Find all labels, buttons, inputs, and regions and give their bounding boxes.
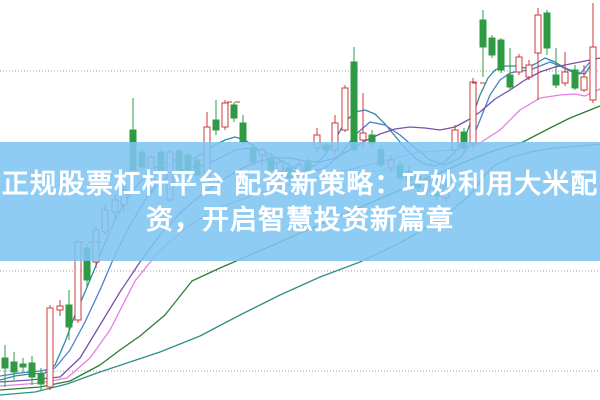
candle-body bbox=[506, 74, 514, 88]
candle-body bbox=[580, 76, 588, 91]
candle-body bbox=[230, 104, 238, 119]
candle-body bbox=[488, 37, 496, 56]
headline-line-2: 资，开启智慧投资新篇章 bbox=[146, 204, 454, 235]
candle-body bbox=[589, 46, 597, 101]
candle-body bbox=[469, 81, 477, 144]
candle-body bbox=[479, 19, 487, 48]
candle-body bbox=[46, 307, 54, 388]
candle-body bbox=[65, 304, 73, 328]
candle-body bbox=[359, 132, 367, 141]
candle-body bbox=[515, 56, 523, 73]
candle-body bbox=[534, 14, 542, 54]
candle-body bbox=[221, 102, 229, 128]
candle-body bbox=[350, 61, 358, 151]
candle-body bbox=[543, 12, 551, 49]
candle-body bbox=[19, 363, 27, 368]
candle-body bbox=[28, 362, 36, 378]
candle-body bbox=[37, 373, 45, 385]
candle-body bbox=[10, 361, 18, 373]
candle-body bbox=[56, 305, 64, 311]
candle-body bbox=[212, 119, 220, 131]
candle-body bbox=[561, 71, 569, 84]
candle-body bbox=[552, 74, 560, 86]
candle-body bbox=[341, 87, 349, 131]
candle-body bbox=[1, 357, 9, 369]
candle-body bbox=[571, 69, 579, 89]
candle-body bbox=[239, 122, 247, 143]
headline-line-1: 正规股票杠杆平台 配资新策略：巧妙利用大米配 bbox=[1, 168, 599, 199]
candle-body bbox=[525, 64, 533, 78]
headline-overlay: 正规股票杠杆平台 配资新策略：巧妙利用大米配 资，开启智慧投资新篇章 bbox=[0, 142, 600, 261]
candle-body bbox=[497, 39, 505, 71]
